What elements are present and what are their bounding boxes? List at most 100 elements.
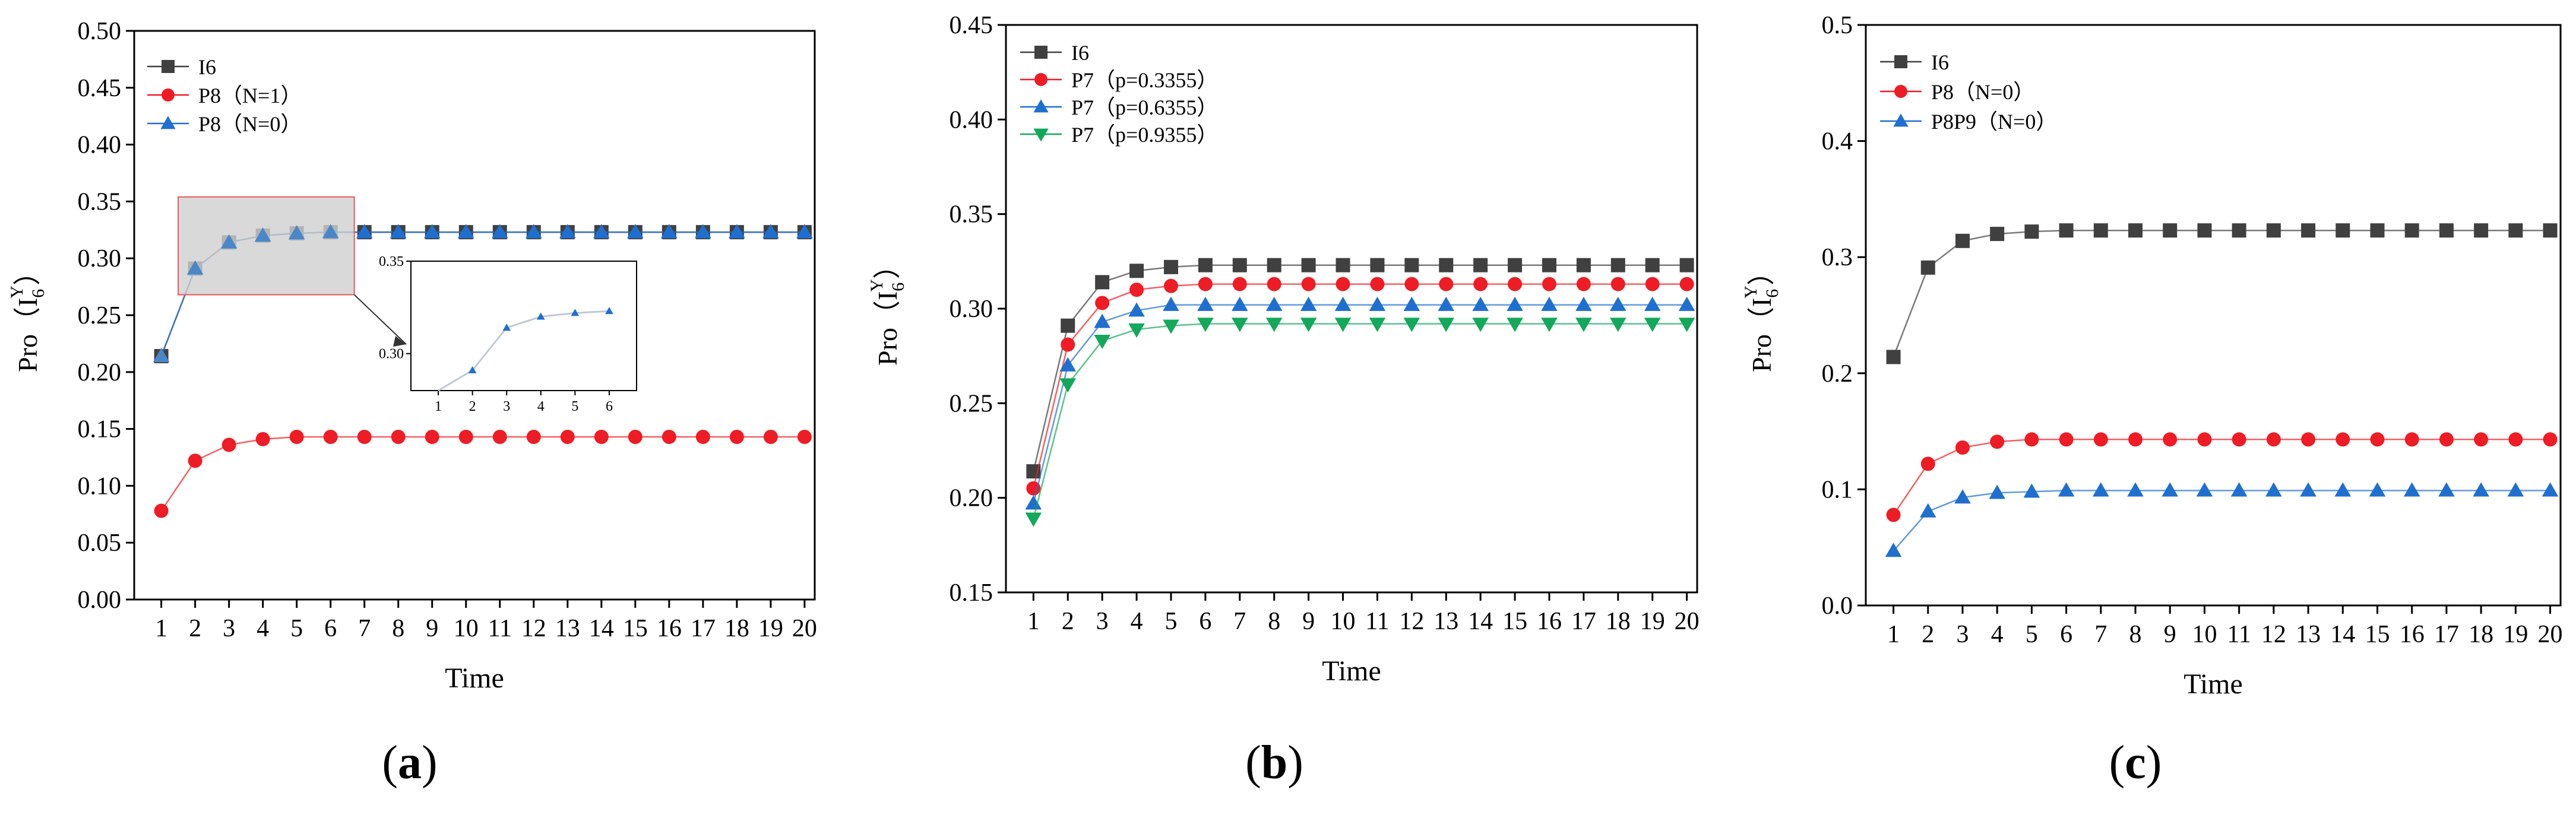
series-1-point	[1610, 258, 1625, 272]
y-tick-label: 0.20	[78, 359, 122, 386]
series-1-point	[2439, 223, 2454, 238]
y-tick-label: 0.05	[78, 529, 122, 557]
inset-x-tick-label: 6	[606, 399, 613, 414]
series-2-point	[2093, 432, 2108, 447]
zoomed-point	[288, 225, 305, 240]
y-axis-label-superscript: Y	[1741, 286, 1761, 299]
x-tick-label: 2	[189, 615, 201, 642]
y-axis-label-subscript: 6	[1762, 289, 1782, 298]
y-axis-label-text: Pro（I	[12, 298, 43, 372]
y-axis-label: Pro（I6Y）	[7, 258, 48, 372]
series-4-point	[1369, 318, 1386, 332]
x-tick-label: 8	[1268, 608, 1280, 635]
series-2-point	[1232, 277, 1247, 291]
series-3-point	[1610, 296, 1626, 311]
x-tick-label: 9	[426, 615, 438, 642]
legend-label: P7（p=0.6355）	[1071, 96, 1218, 119]
series-1-point	[1955, 233, 1970, 248]
series-3-point	[1575, 296, 1592, 311]
series-1-point	[1886, 350, 1901, 364]
series-2-point	[1886, 508, 1901, 522]
x-tick-label: 8	[392, 615, 404, 642]
series-1-point	[2301, 223, 2316, 238]
series-3-point	[2542, 482, 2559, 497]
series-4-point	[1541, 318, 1558, 332]
x-tick-label: 1	[1027, 608, 1040, 635]
inset-point	[536, 312, 545, 320]
series-3-point	[1541, 296, 1558, 311]
series-2-point	[2197, 432, 2212, 447]
series-3-point	[1644, 296, 1661, 311]
series-1-point	[1439, 258, 1454, 272]
series-4-point	[1644, 318, 1661, 332]
y-axis-label-subscript: 6	[29, 289, 48, 298]
series-3-point	[491, 224, 508, 239]
plot-frame	[1865, 24, 2562, 607]
series-2-point	[1576, 277, 1591, 291]
series-1-point	[2232, 223, 2246, 238]
x-tick-label: 17	[691, 615, 716, 642]
x-tick-label: 12	[1399, 608, 1424, 635]
series-1-point	[2059, 223, 2074, 238]
series-1-point	[1129, 264, 1144, 278]
series-line-3	[1893, 490, 2550, 551]
x-tick-label: 15	[2365, 621, 2390, 648]
series-3-point	[2196, 482, 2213, 497]
series-1-point	[1542, 258, 1556, 272]
series-3-point	[2127, 482, 2144, 497]
series-4-point	[1128, 323, 1145, 338]
series-2-point	[289, 430, 304, 445]
series-line-1	[1033, 264, 1687, 472]
y-tick-label: 0.3	[1822, 244, 1853, 271]
legend-marker	[162, 60, 175, 73]
x-tick-label: 12	[2261, 621, 2286, 648]
legend-label: P8P9（N=0）	[1931, 110, 2057, 134]
series-3-point	[2438, 482, 2455, 497]
inset-y-tick-label: 0.35	[379, 254, 404, 269]
y-tick-label: 0.50	[78, 18, 122, 45]
series-4-point	[1163, 319, 1179, 334]
legend-label: P8（N=1）	[198, 84, 302, 107]
series-4-point	[1334, 318, 1352, 332]
y-tick-label: 0.30	[950, 296, 993, 323]
series-2-point	[221, 437, 236, 452]
series-2-point	[662, 430, 676, 445]
series-2-point	[2232, 432, 2246, 447]
y-axis-label-text: ）	[12, 258, 43, 286]
zoomed-point	[220, 234, 238, 249]
series-1-point	[1163, 259, 1178, 274]
y-axis-label-superscript: Y	[867, 279, 887, 292]
series-2-point	[1955, 440, 1970, 455]
y-tick-label: 0.15	[78, 416, 122, 443]
y-tick-label: 0.45	[78, 75, 122, 102]
inset-point	[468, 366, 477, 373]
series-3-point	[1265, 296, 1283, 311]
series-3-point	[2058, 482, 2075, 497]
series-1-point	[1370, 258, 1385, 272]
series-4-point	[1438, 318, 1455, 332]
series-3-point	[2230, 482, 2248, 497]
series-3-point	[729, 224, 745, 239]
inset-point	[571, 309, 580, 316]
series-3-point	[695, 224, 711, 239]
series-2-point	[188, 454, 202, 468]
y-axis-label: Pro（I6Y）	[867, 252, 908, 366]
series-2-point	[2508, 432, 2523, 447]
series-4-point	[1300, 318, 1317, 332]
series-1-point	[2543, 223, 2558, 238]
series-3-point	[1472, 296, 1489, 311]
series-3-point	[593, 224, 610, 239]
series-2-point	[526, 430, 541, 445]
series-1-point	[1198, 258, 1213, 272]
series-3-point	[2334, 482, 2352, 497]
x-tick-label: 3	[1956, 621, 1969, 648]
series-3-point	[2162, 482, 2179, 497]
inset-frame	[410, 261, 637, 391]
series-1-point	[1990, 227, 2005, 242]
series-2-point	[2439, 432, 2454, 447]
series-1-point	[1576, 258, 1591, 272]
series-2-point	[1473, 277, 1488, 291]
series-2-point	[797, 430, 812, 445]
x-tick-label: 10	[2192, 621, 2217, 648]
series-2-point	[1645, 277, 1660, 291]
